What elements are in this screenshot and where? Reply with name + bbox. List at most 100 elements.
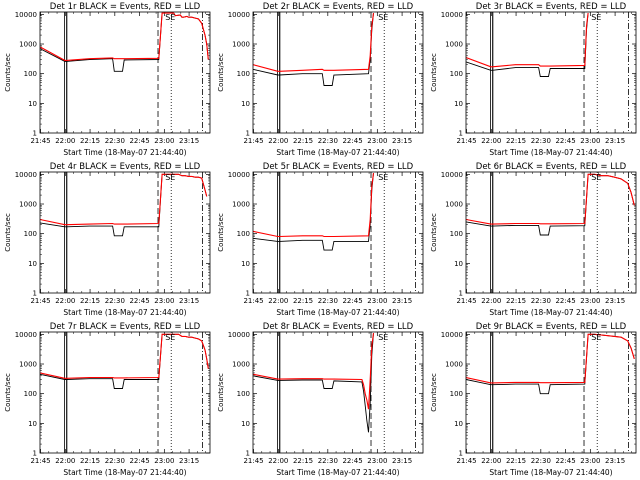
x-tick-label: 22:30: [318, 457, 338, 465]
y-tick-label: 1: [459, 130, 463, 138]
y-tick-label: 1000: [19, 41, 37, 49]
plot-area: [466, 172, 635, 293]
y-tick-label: 1000: [445, 361, 463, 369]
x-axis-label: Start Time (18-May-07 21:44:40): [276, 308, 399, 317]
series-line-events: [40, 333, 209, 389]
chart-title: Det 3r BLACK = Events, RED = LLD: [476, 2, 627, 12]
chart-title: Det 8r BLACK = Events, RED = LLD: [263, 322, 414, 332]
annotation-label: SE: [165, 13, 175, 22]
x-tick-label: 22:45: [555, 137, 575, 145]
x-tick-label: 21:45: [243, 457, 263, 465]
y-tick-label: 100: [24, 70, 37, 78]
annotation-label: SE: [591, 333, 601, 342]
series-line-lld: [40, 12, 209, 61]
x-tick-label: 21:45: [30, 137, 50, 145]
x-axis-label: Start Time (18-May-07 21:44:40): [489, 468, 612, 477]
series-line-lld: [466, 333, 635, 384]
chart-panel-1: Det 1r BLACK = Events, RED = LLD Counts/s…: [4, 2, 211, 157]
x-tick-label: 22:45: [555, 297, 575, 305]
x-tick-label: 22:45: [129, 457, 149, 465]
y-tick-label: 10: [28, 100, 37, 108]
plot-frame: [39, 11, 211, 134]
y-axis-label: Counts/sec: [217, 213, 225, 252]
y-tick-label: 1000: [232, 201, 250, 209]
x-tick-label: 23:00: [367, 457, 387, 465]
x-tick-label: 23:00: [580, 137, 600, 145]
series-line-lld: [40, 333, 209, 379]
x-tick-label: 22:00: [481, 297, 501, 305]
x-tick-label: 23:15: [179, 457, 199, 465]
x-tick-label: 22:45: [342, 137, 362, 145]
plot-area: [253, 12, 416, 133]
y-tick-label: 100: [450, 390, 463, 398]
y-tick-label: 100: [237, 390, 250, 398]
series-line-lld: [253, 333, 375, 410]
plot-frame: [39, 331, 211, 454]
y-tick-label: 100: [24, 390, 37, 398]
x-tick-label: 21:45: [456, 137, 476, 145]
x-tick-label: 23:15: [392, 137, 412, 145]
plot-frame: [465, 11, 637, 134]
x-tick-label: 23:15: [179, 137, 199, 145]
plot-frame: [252, 171, 424, 294]
series-line-events: [40, 173, 208, 237]
y-axis-label: Counts/sec: [430, 373, 438, 412]
x-tick-label: 21:45: [30, 297, 50, 305]
series-line-events: [253, 173, 374, 251]
plot-frame: [252, 11, 424, 134]
annotation-label: SE: [591, 13, 601, 22]
y-tick-label: 10000: [15, 11, 37, 19]
x-tick-label: 23:00: [580, 297, 600, 305]
annotation-label: SE: [378, 173, 388, 182]
series-line-lld: [466, 13, 589, 68]
chart-title: Det 2r BLACK = Events, RED = LLD: [263, 2, 414, 12]
plot-area: [466, 12, 629, 133]
x-tick-label: 23:00: [367, 137, 387, 145]
y-axis-label: Counts/sec: [217, 373, 225, 412]
y-tick-label: 1: [459, 450, 463, 458]
y-tick-label: 10000: [15, 331, 37, 339]
series-line-events: [253, 333, 374, 433]
y-tick-label: 10: [454, 420, 463, 428]
x-tick-label: 22:30: [531, 457, 551, 465]
x-tick-label: 21:45: [30, 457, 50, 465]
y-tick-label: 10: [454, 260, 463, 268]
x-tick-label: 23:15: [605, 137, 625, 145]
y-tick-label: 1000: [445, 41, 463, 49]
chart-title: Det 7r BLACK = Events, RED = LLD: [50, 322, 201, 332]
x-axis-label: Start Time (18-May-07 21:44:40): [276, 468, 399, 477]
series-line-lld: [466, 173, 635, 225]
chart-panel-3: Det 3r BLACK = Events, RED = LLD Counts/s…: [430, 2, 637, 157]
chart-panel-7: Det 7r BLACK = Events, RED = LLD Counts/s…: [4, 322, 211, 477]
x-axis-label: Start Time (18-May-07 21:44:40): [63, 148, 186, 157]
x-tick-label: 22:00: [481, 457, 501, 465]
x-tick-label: 23:15: [605, 457, 625, 465]
x-axis-label: Start Time (18-May-07 21:44:40): [489, 148, 612, 157]
x-tick-label: 22:30: [531, 137, 551, 145]
x-tick-label: 21:45: [243, 297, 263, 305]
plot-area: [40, 172, 208, 293]
plot-frame: [465, 171, 637, 294]
x-tick-label: 23:00: [367, 297, 387, 305]
plot-area: [40, 332, 209, 453]
x-tick-label: 23:00: [154, 297, 174, 305]
x-tick-label: 22:30: [105, 297, 125, 305]
y-axis-label: Counts/sec: [4, 53, 12, 92]
x-tick-label: 23:15: [179, 297, 199, 305]
chart-title: Det 4r BLACK = Events, RED = LLD: [50, 162, 201, 172]
series-line-lld: [40, 173, 208, 226]
y-axis-label: Counts/sec: [217, 53, 225, 92]
series-line-events: [466, 333, 635, 395]
y-tick-label: 10: [241, 100, 250, 108]
x-tick-label: 22:15: [80, 137, 100, 145]
y-tick-label: 10000: [441, 171, 463, 179]
annotation-label: SE: [378, 333, 388, 342]
y-tick-label: 100: [450, 230, 463, 238]
y-tick-label: 10: [454, 100, 463, 108]
chart-panel-6: Det 6r BLACK = Events, RED = LLD Counts/s…: [430, 162, 637, 317]
x-axis-label: Start Time (18-May-07 21:44:40): [63, 308, 186, 317]
y-axis-label: Counts/sec: [4, 373, 12, 412]
x-tick-label: 22:45: [129, 137, 149, 145]
x-tick-label: 22:00: [55, 137, 75, 145]
series-line-events: [253, 13, 374, 86]
